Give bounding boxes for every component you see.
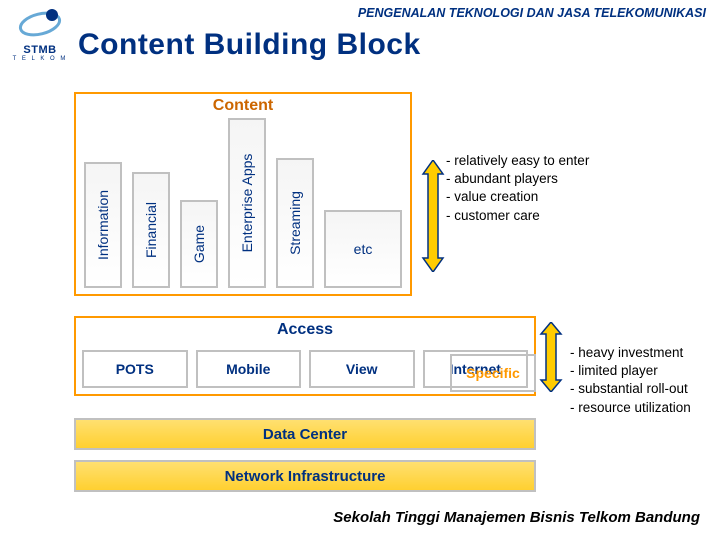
bar-streaming: Streaming (276, 158, 314, 288)
logo-subtext: T E L K O M (10, 56, 70, 62)
note-line: - value creation (446, 188, 696, 206)
arrow-access (540, 322, 566, 392)
cell-view: View (309, 350, 415, 388)
notes-content: - relatively easy to enter - abundant pl… (446, 152, 696, 225)
layer-network: Network Infrastructure (74, 460, 536, 492)
slide-title: Content Building Block (78, 28, 421, 62)
note-line: - heavy investment (570, 344, 720, 362)
bar-game: Game (180, 200, 218, 288)
content-box: Content Information Financial Game Enter… (74, 92, 412, 296)
note-line: - resource utilization (570, 399, 720, 417)
page-title: PENGENALAN TEKNOLOGI DAN JASA TELEKOMUNI… (358, 6, 706, 20)
bar-financial: Financial (132, 172, 170, 288)
arrow-content (420, 160, 446, 272)
logo-text: STMB (10, 44, 70, 56)
logo: STMB T E L K O M (10, 6, 70, 80)
footer: Sekolah Tinggi Manajemen Bisnis Telkom B… (333, 509, 700, 526)
content-label: Content (76, 97, 410, 115)
note-line: - substantial roll-out (570, 380, 720, 398)
note-line: - relatively easy to enter (446, 152, 696, 170)
bar-information: Information (84, 162, 122, 288)
bar-etc: etc (324, 210, 402, 288)
cell-specific: Specific (450, 354, 536, 392)
note-line: - abundant players (446, 170, 696, 188)
bar-enterprise-apps: Enterprise Apps (228, 118, 266, 288)
cell-pots: POTS (82, 350, 188, 388)
cell-mobile: Mobile (196, 350, 302, 388)
note-line: - customer care (446, 207, 696, 225)
logo-swoosh-icon (18, 6, 62, 42)
layer-datacenter: Data Center (74, 418, 536, 450)
note-line: - limited player (570, 362, 720, 380)
notes-access: - heavy investment - limited player - su… (570, 344, 720, 417)
access-label: Access (76, 321, 534, 339)
